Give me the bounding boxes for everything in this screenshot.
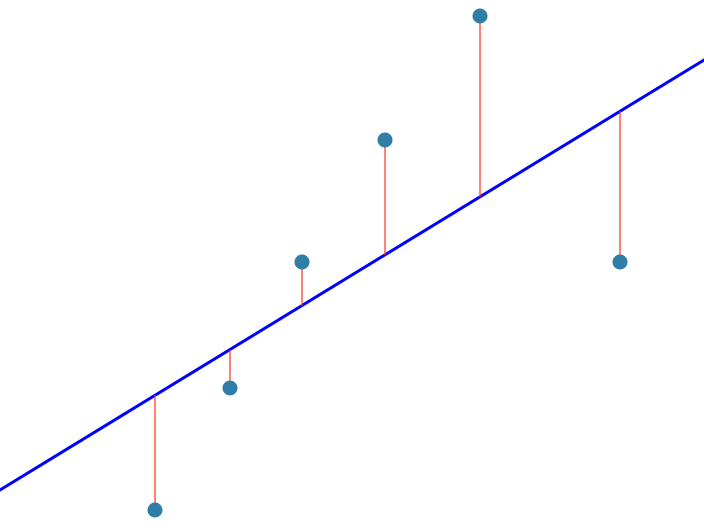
data-point bbox=[473, 9, 487, 23]
data-point bbox=[378, 133, 392, 147]
data-point bbox=[295, 255, 309, 269]
data-point bbox=[223, 381, 237, 395]
data-point bbox=[613, 255, 627, 269]
residuals-scatter-plot bbox=[0, 0, 704, 528]
data-point bbox=[148, 503, 162, 517]
regression-line bbox=[0, 60, 704, 490]
